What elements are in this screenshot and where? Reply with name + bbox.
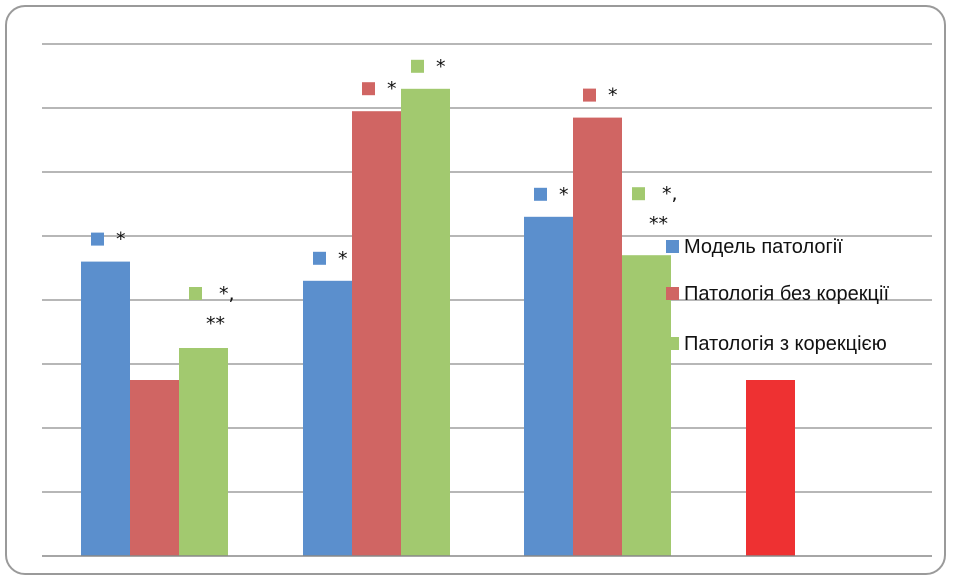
legend-label: Модель патології	[684, 236, 843, 258]
annotation-marker	[632, 187, 645, 201]
bar-series1-group2	[303, 280, 352, 556]
legend-swatch	[666, 240, 679, 253]
bar-series3-group2	[401, 88, 450, 557]
bar-series2-group2	[352, 111, 401, 556]
legend-label: Патологія з корекцією	[684, 333, 887, 355]
bar-extra	[746, 380, 795, 556]
annotation-marker	[189, 287, 202, 300]
annotation-label: *	[387, 78, 397, 100]
annotation-label: *	[559, 184, 569, 206]
bar-series2-group1	[130, 380, 179, 556]
annotation-marker	[362, 82, 375, 96]
legend-label: Патологія без корекції	[684, 283, 889, 305]
annotation-label: **	[649, 213, 668, 235]
annotation-label: *	[608, 85, 618, 107]
annotation-label: *,	[662, 183, 678, 205]
annotation-marker	[91, 232, 104, 246]
annotation-label: *	[436, 56, 446, 78]
annotation-label: *	[116, 229, 126, 251]
annotation-label: **	[206, 313, 225, 335]
legend-swatch	[666, 287, 679, 300]
bar-series1-group3	[524, 216, 573, 557]
annotation-marker	[534, 187, 547, 201]
annotation-label: *,	[219, 283, 235, 305]
annotation-marker	[313, 251, 326, 265]
annotation-label: *	[338, 248, 348, 270]
legend-swatch	[666, 337, 679, 350]
bar-series1-group1	[81, 261, 130, 556]
annotation-marker	[583, 88, 596, 102]
bar-series3-group1	[179, 348, 228, 556]
annotation-marker	[411, 59, 424, 73]
bar-series3-group3	[622, 255, 671, 556]
bar-series2-group3	[573, 117, 622, 556]
